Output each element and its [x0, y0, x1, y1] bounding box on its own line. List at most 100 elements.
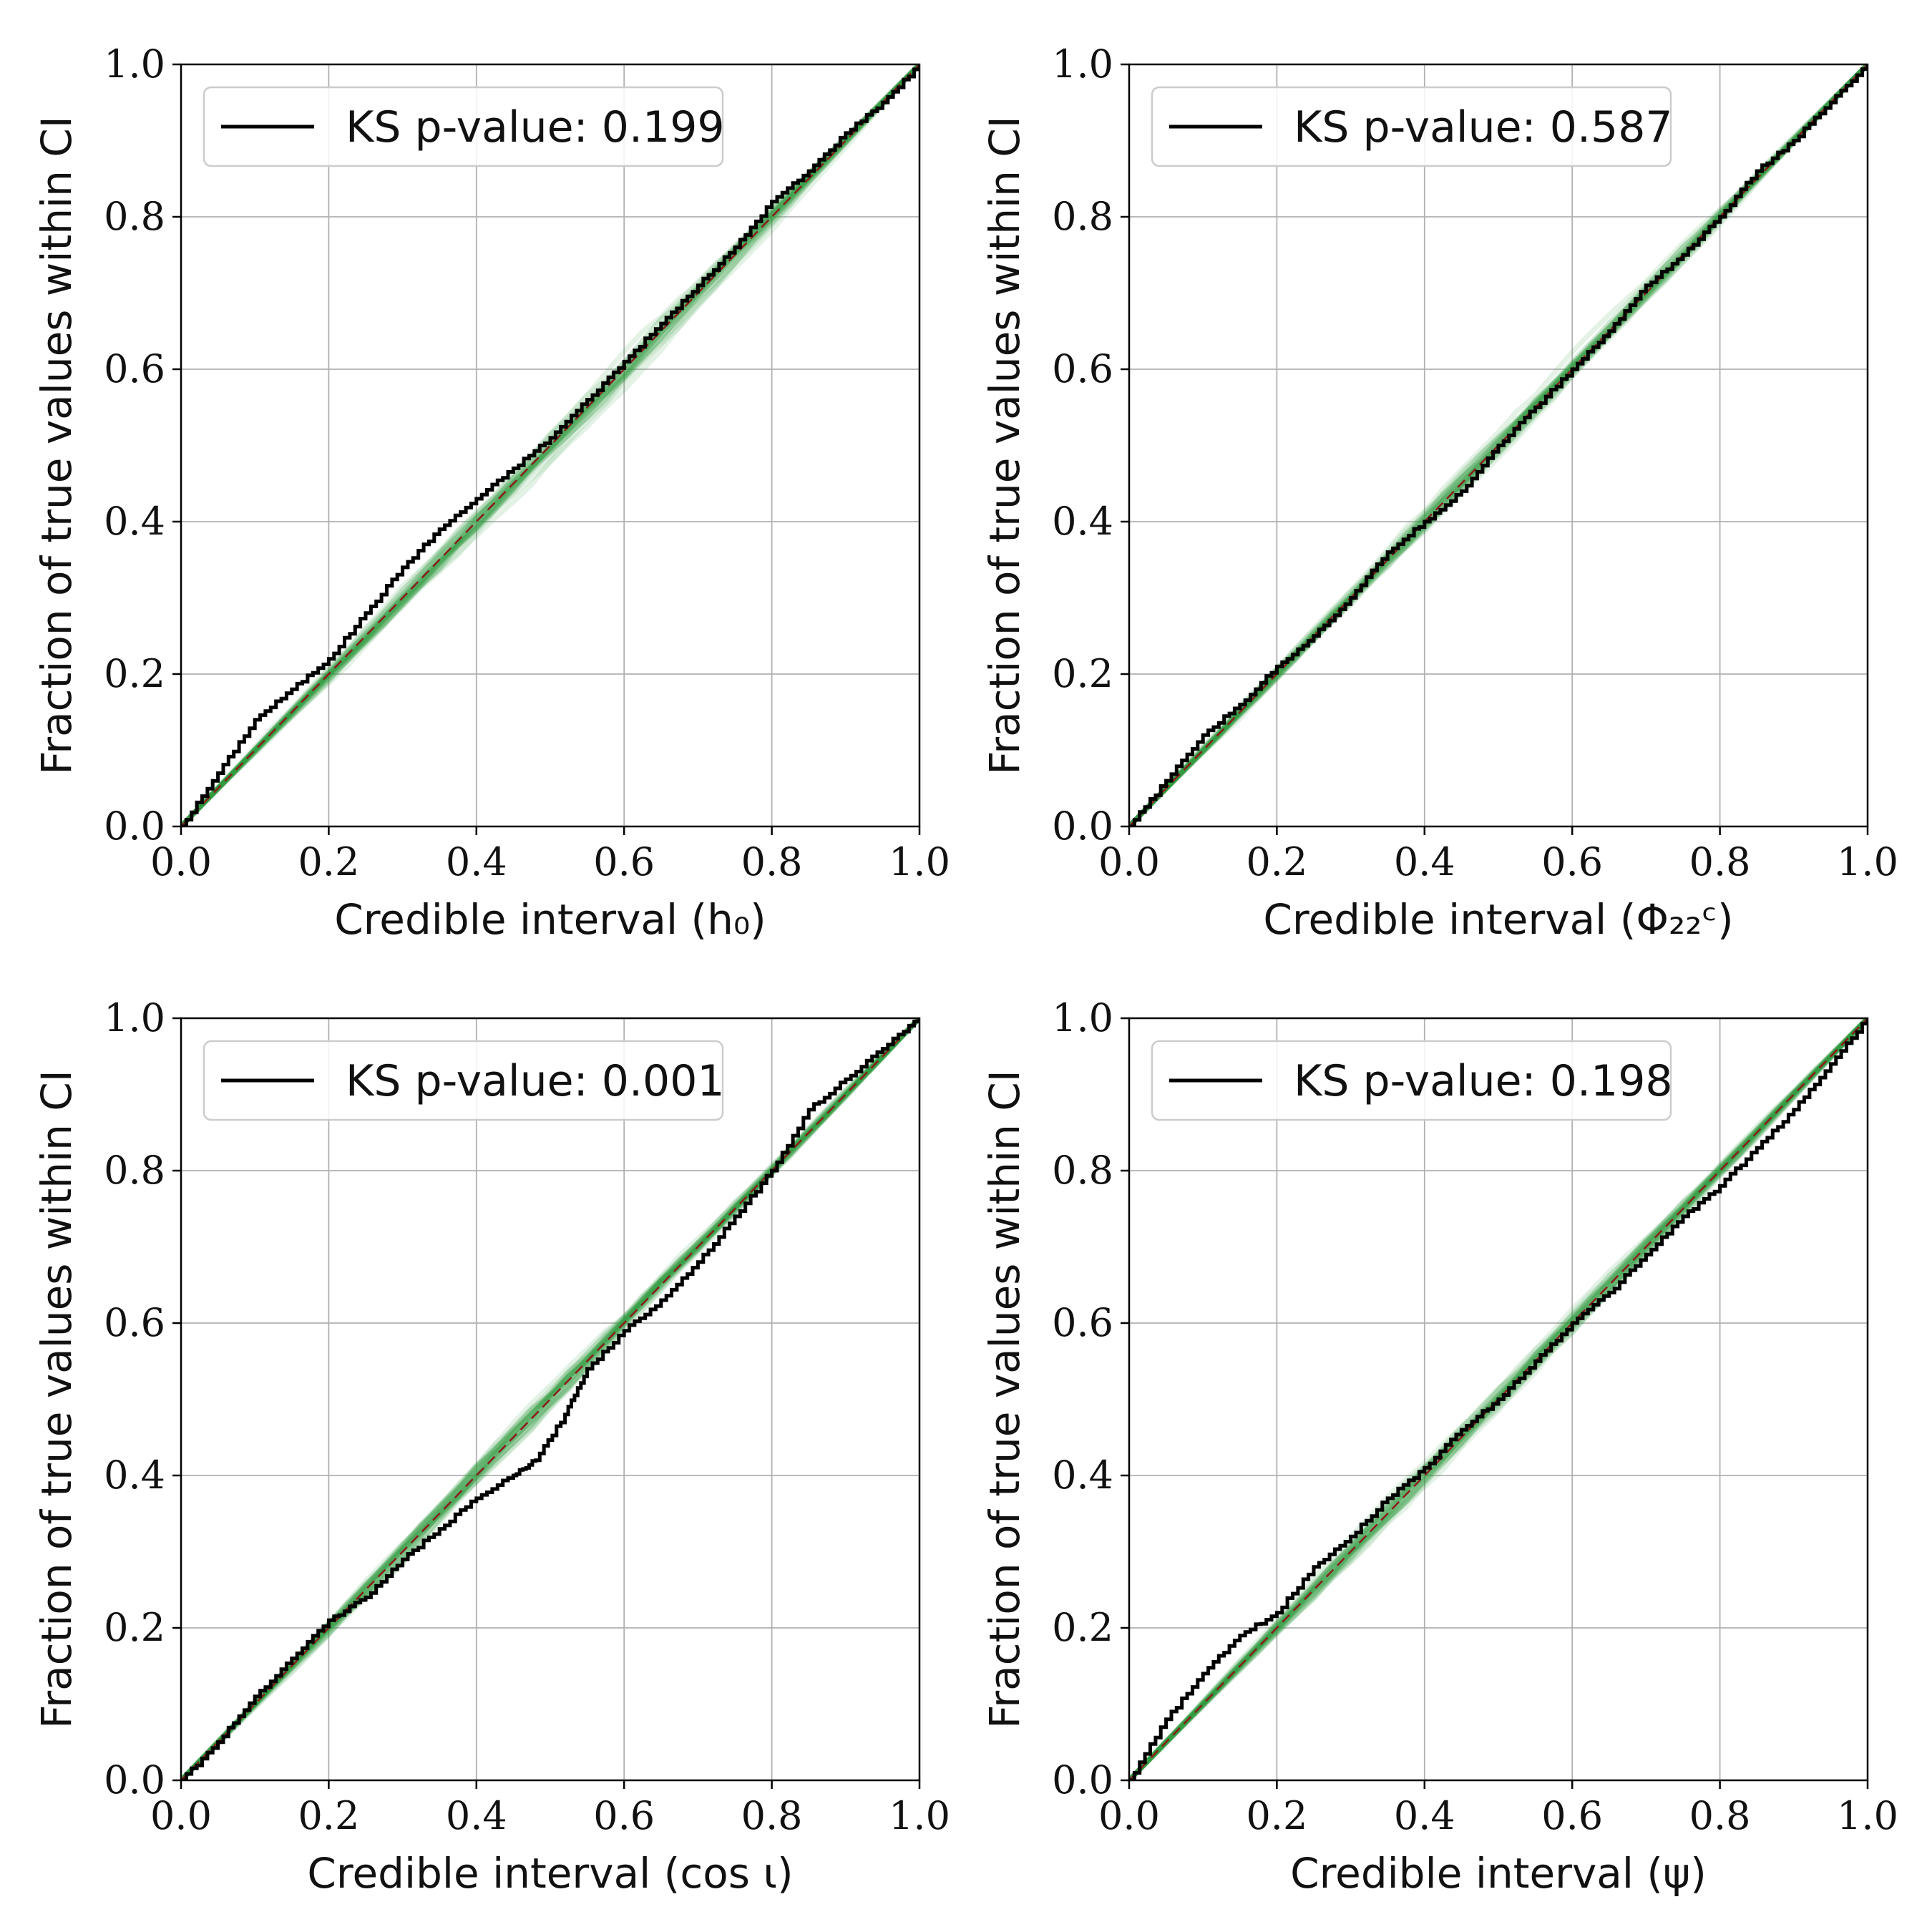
legend-box [1151, 86, 1672, 167]
simulated-trace [181, 1018, 919, 1780]
simulated-trace [181, 1018, 919, 1780]
y-tick-label: 0.6 [1052, 346, 1113, 391]
simulated-trace [1129, 1018, 1868, 1780]
x-tick-label: 0.4 [446, 1793, 507, 1838]
y-tick-label: 0.2 [104, 651, 165, 696]
y-tick-label: 0.6 [104, 1300, 165, 1345]
reference-diagonal [1129, 1018, 1868, 1780]
y-tick-label: 0.2 [1052, 651, 1113, 696]
x-tick-label: 0.6 [593, 1793, 655, 1838]
y-tick-label: 0.8 [1052, 194, 1113, 239]
panel-psi: 0.0 0.2 0.4 0.6 0.8 1.0 0.0 0.2 0.4 0.6 0.8 1.0 KS … [980, 995, 1898, 1898]
observed-line [181, 1018, 919, 1780]
legend-label: KS p-value: 0.587 [1294, 102, 1673, 152]
observed-series [1129, 64, 1868, 826]
axis-ticks: 0.0 0.2 0.4 0.6 0.8 1.0 0.0 0.2 0.4 0.6 0.8 1.0 [104, 42, 950, 884]
simulated-trace [181, 64, 919, 826]
y-tick-label: 1.0 [1052, 42, 1113, 87]
y-tick-label: 1.0 [104, 42, 165, 87]
x-axis-label: Credible interval (cos ι) [307, 1849, 793, 1898]
x-axis-label: Credible interval (ψ) [1290, 1849, 1707, 1898]
axis-ticks: 0.0 0.2 0.4 0.6 0.8 1.0 0.0 0.2 0.4 0.6 0.8 1.0 [1052, 995, 1898, 1838]
x-tick-label: 1.0 [889, 1793, 950, 1838]
y-tick-label: 0.8 [104, 1148, 165, 1193]
panel-cos-iota: 0.0 0.2 0.4 0.6 0.8 1.0 0.0 0.2 0.4 0.6 0.8 1.0 KS … [32, 995, 950, 1898]
panel-h0: 0.0 0.2 0.4 0.6 0.8 1.0 0.0 0.2 0.4 0.6 0.8 1.0 KS … [32, 42, 950, 944]
y-axis-label: Fraction of true values within CI [980, 1070, 1029, 1729]
y-tick-label: 0.4 [1052, 1453, 1113, 1498]
x-tick-label: 0.8 [741, 1793, 803, 1838]
simulated-trace [1129, 1018, 1868, 1780]
legend-box [203, 1040, 724, 1121]
legend: KS p-value: 0.198 [1151, 1040, 1673, 1121]
observed-series [181, 64, 919, 826]
x-tick-label: 0.8 [741, 839, 803, 884]
axis-ticks: 0.0 0.2 0.4 0.6 0.8 1.0 0.0 0.2 0.4 0.6 0.8 1.0 [104, 995, 950, 1838]
y-axis-label: Fraction of true values within CI [980, 116, 1029, 775]
panel-phi22: 0.0 0.2 0.4 0.6 0.8 1.0 0.0 0.2 0.4 0.6 0.8 1.0 KS … [980, 42, 1898, 944]
x-axis-label: Credible interval (h₀) [334, 895, 766, 944]
simulated-trace [1129, 1018, 1868, 1780]
x-tick-label: 0.4 [1394, 1793, 1455, 1838]
observed-line [1129, 64, 1868, 826]
reference-diagonal [181, 64, 919, 826]
simulated-trace [1129, 1018, 1868, 1780]
y-axis-label: Fraction of true values within CI [32, 116, 81, 775]
legend: KS p-value: 0.199 [203, 86, 725, 167]
legend-label: KS p-value: 0.001 [346, 1056, 725, 1106]
legend-label: KS p-value: 0.198 [1294, 1056, 1673, 1106]
y-tick-label: 0.8 [104, 194, 165, 239]
simulated-trace [181, 64, 919, 826]
simulated-trace [181, 64, 919, 826]
x-tick-label: 0.8 [1689, 1793, 1751, 1838]
y-tick-label: 0.0 [1052, 804, 1113, 849]
x-tick-label: 0.4 [446, 839, 507, 884]
axis-ticks: 0.0 0.2 0.4 0.6 0.8 1.0 0.0 0.2 0.4 0.6 0.8 1.0 [1052, 42, 1898, 884]
axes-frame [180, 63, 921, 828]
legend: KS p-value: 0.001 [203, 1040, 725, 1121]
axes-frame [180, 1017, 921, 1782]
y-tick-label: 0.4 [104, 1453, 165, 1498]
legend-label: KS p-value: 0.199 [346, 102, 725, 152]
x-tick-label: 0.0 [150, 1793, 212, 1838]
simulated-trace [181, 64, 919, 826]
observed-series [1129, 1018, 1868, 1780]
simulated-trace [181, 64, 919, 826]
y-tick-label: 0.2 [104, 1605, 165, 1650]
x-tick-label: 0.6 [1541, 1793, 1603, 1838]
x-tick-label: 0.0 [1098, 839, 1160, 884]
x-tick-label: 0.8 [1689, 839, 1751, 884]
axes-frame [1128, 1017, 1869, 1782]
simulated-trace [181, 64, 919, 826]
x-tick-label: 1.0 [889, 839, 950, 884]
y-axis-label: Fraction of true values within CI [32, 1070, 81, 1729]
x-tick-label: 0.6 [1541, 839, 1603, 884]
x-tick-label: 0.6 [593, 839, 655, 884]
observed-line [1129, 1018, 1868, 1780]
y-tick-label: 0.0 [104, 804, 165, 849]
legend-box [1151, 1040, 1672, 1121]
x-tick-label: 0.0 [150, 839, 212, 884]
simulated-trace [181, 1018, 919, 1780]
reference-line [1129, 1018, 1868, 1780]
x-tick-label: 1.0 [1837, 1793, 1898, 1838]
x-tick-label: 1.0 [1837, 839, 1898, 884]
x-tick-label: 0.2 [298, 1793, 359, 1838]
simulated-trace [181, 64, 919, 826]
y-tick-label: 0.0 [1052, 1757, 1113, 1802]
y-tick-label: 0.6 [1052, 1300, 1113, 1345]
y-tick-label: 1.0 [1052, 995, 1113, 1040]
simulated-trace [1129, 1018, 1868, 1780]
x-tick-label: 0.2 [1246, 1793, 1307, 1838]
y-tick-label: 0.6 [104, 346, 165, 391]
x-tick-label: 0.2 [1246, 839, 1307, 884]
y-tick-label: 0.8 [1052, 1148, 1113, 1193]
observed-line [181, 64, 919, 826]
y-tick-label: 0.4 [104, 499, 165, 544]
x-axis-label: Credible interval (Φ₂₂ᶜ) [1263, 895, 1733, 944]
reference-line [181, 64, 919, 826]
legend: KS p-value: 0.587 [1151, 86, 1673, 167]
x-tick-label: 0.2 [298, 839, 359, 884]
simulated-trace [181, 64, 919, 826]
